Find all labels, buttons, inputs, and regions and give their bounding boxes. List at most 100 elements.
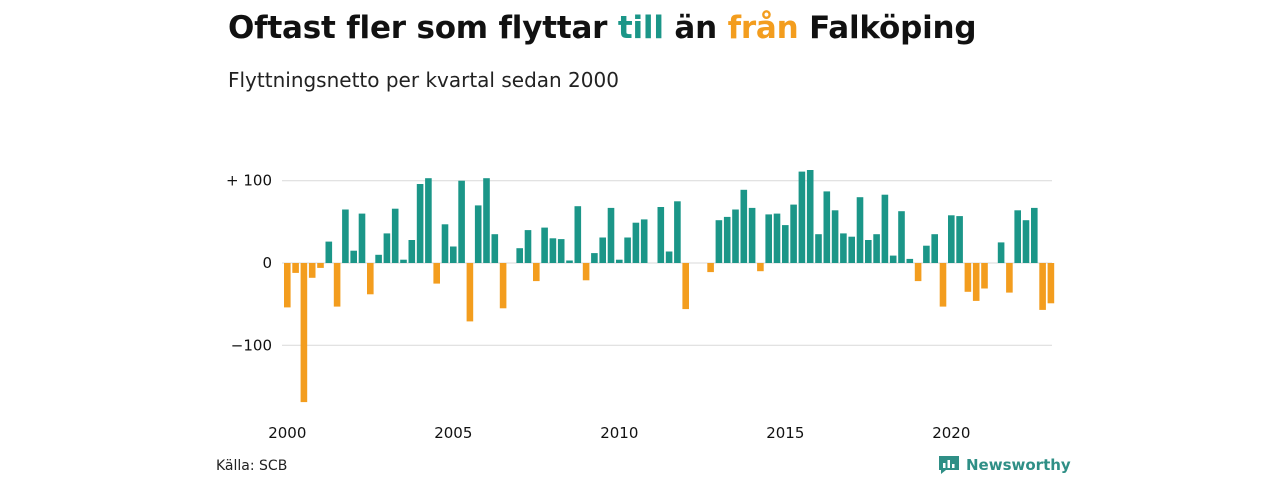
- axis-ticks: + 100 0 −100 2000 2005 2010 2015 2020: [226, 172, 970, 442]
- bar-2001-q2: [325, 241, 333, 263]
- bar-2015-q4: [806, 170, 814, 263]
- bar-2006-q2: [491, 234, 499, 263]
- bar-2008-q1: [549, 238, 557, 263]
- bar-2003-q2: [391, 208, 399, 263]
- bar-2010-q1: [616, 259, 623, 263]
- bar-2018-q3: [898, 211, 905, 263]
- bar-2009-q1: [582, 263, 590, 281]
- bar-2020-q4: [972, 263, 980, 301]
- bar-2018-q2: [889, 255, 897, 263]
- bar-2003-q4: [408, 240, 416, 263]
- bar-2013-q2: [723, 216, 731, 263]
- bar-2008-q3: [566, 260, 573, 263]
- bar-2016-q2: [823, 191, 831, 263]
- bar-2014-q1: [748, 207, 756, 263]
- bar-2015-q1: [782, 225, 789, 263]
- bar-2000-q1: [284, 263, 291, 308]
- bar-2007-q3: [533, 263, 540, 282]
- bar-2005-q3: [466, 263, 474, 322]
- bar-2013-q3: [732, 209, 739, 263]
- bar-2010-q4: [640, 219, 648, 263]
- bar-2006-q3: [499, 263, 507, 309]
- bar-2012-q1: [682, 263, 689, 310]
- bar-2010-q2: [624, 237, 631, 263]
- bar-2013-q1: [715, 220, 723, 263]
- bar-2020-q1: [948, 215, 955, 263]
- bar-2015-q2: [790, 204, 797, 263]
- y-tick-label: −100: [231, 336, 272, 354]
- bar-2017-q1: [848, 236, 855, 263]
- bar-2015-q3: [798, 171, 806, 263]
- bar-2013-q4: [740, 189, 748, 263]
- bar-2003-q3: [400, 259, 407, 263]
- bar-2011-q2: [657, 207, 665, 263]
- bar-2005-q1: [450, 246, 457, 263]
- bar-2023-q1: [1047, 263, 1055, 304]
- x-tick-label: 2015: [766, 424, 804, 442]
- bar-2005-q2: [458, 180, 465, 263]
- y-tick-label: + 100: [226, 172, 272, 190]
- bar-2002-q4: [375, 254, 382, 263]
- bar-2017-q4: [873, 234, 880, 263]
- bar-2008-q2: [557, 239, 565, 263]
- bar-2001-q3: [333, 263, 341, 307]
- bar-2020-q2: [956, 216, 963, 263]
- bar-2018-q1: [881, 194, 889, 263]
- chart-subtitle: Flyttningsnetto per kvartal sedan 2000: [228, 68, 619, 92]
- bar-2003-q1: [383, 233, 391, 263]
- bar-2009-q4: [607, 207, 615, 263]
- bar-2022-q1: [1014, 210, 1021, 263]
- newsworthy-logo-icon: [939, 456, 959, 474]
- bar-2008-q4: [574, 206, 582, 263]
- bar-2010-q3: [632, 222, 640, 263]
- source-note: Källa: SCB: [216, 458, 288, 474]
- bar-2006-q1: [483, 178, 490, 263]
- bar-2002-q1: [350, 250, 357, 263]
- x-tick-label: 2000: [268, 424, 306, 442]
- bar-2012-q4: [707, 263, 714, 273]
- bar-2014-q3: [765, 214, 772, 263]
- title-suffix: Falköping: [798, 10, 977, 46]
- bar-2016-q3: [831, 210, 839, 263]
- title-word-till: till: [617, 10, 664, 46]
- bar-2002-q2: [358, 213, 366, 263]
- x-tick-label: 2005: [434, 424, 472, 442]
- bar-2004-q3: [433, 263, 440, 284]
- bar-2005-q4: [474, 205, 482, 263]
- title-middle: än: [663, 10, 728, 46]
- x-tick-label: 2020: [932, 424, 970, 442]
- bar-2004-q1: [416, 184, 424, 263]
- brand-name: Newsworthy: [966, 456, 1071, 474]
- bar-2022-q2: [1022, 220, 1030, 263]
- bar-2020-q3: [964, 263, 972, 292]
- bar-2018-q4: [906, 258, 914, 263]
- bar-2016-q4: [840, 233, 847, 263]
- bar-2019-q4: [939, 263, 947, 307]
- bar-2017-q3: [865, 240, 872, 263]
- bar-2000-q4: [308, 263, 316, 278]
- bar-2001-q1: [317, 263, 324, 268]
- bar-2007-q1: [516, 248, 523, 263]
- bar-2007-q2: [524, 230, 532, 263]
- brand-logo[interactable]: Newsworthy: [938, 455, 1071, 475]
- bar-2021-q4: [1006, 263, 1013, 293]
- bar-2014-q2: [757, 263, 764, 272]
- bar-2007-q4: [541, 227, 548, 263]
- bar-2019-q1: [914, 263, 922, 282]
- bar-2000-q3: [300, 263, 308, 403]
- bar-2022-q4: [1039, 263, 1046, 310]
- bars: [284, 170, 1055, 403]
- bar-2009-q3: [599, 237, 606, 263]
- bar-2011-q3: [665, 251, 673, 263]
- bar-2019-q2: [923, 245, 930, 263]
- bar-2009-q2: [591, 253, 598, 263]
- bar-2021-q1: [981, 263, 988, 289]
- y-tick-label: 0: [262, 254, 272, 272]
- bar-2019-q3: [931, 234, 938, 263]
- bar-2000-q2: [292, 263, 299, 273]
- bar-2004-q4: [441, 224, 449, 263]
- bar-2002-q3: [367, 263, 374, 295]
- title-word-fran: från: [727, 10, 799, 46]
- bar-2011-q4: [674, 201, 681, 263]
